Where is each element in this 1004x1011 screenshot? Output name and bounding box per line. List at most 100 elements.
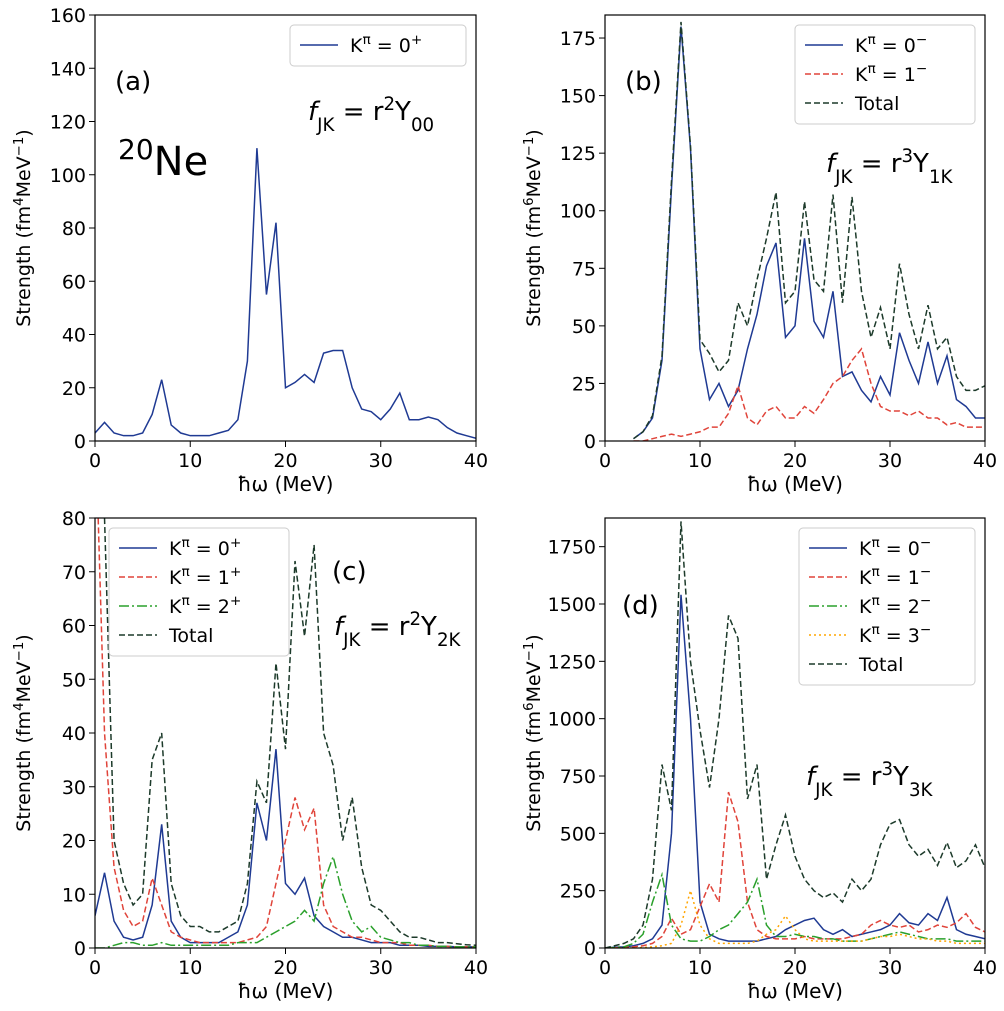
legend-label: Kπ = 3− xyxy=(859,622,931,647)
legend-box xyxy=(798,527,976,686)
y-tick-label: 0 xyxy=(584,431,596,453)
text-segment: Y xyxy=(892,762,909,792)
y-tick-label: 70 xyxy=(62,562,86,584)
text-segment: 6 xyxy=(522,197,537,205)
data-line xyxy=(95,749,476,948)
text-segment: −1 xyxy=(522,642,537,662)
y-tick-label: 175 xyxy=(560,28,596,50)
x-tick-label: 20 xyxy=(273,450,297,472)
data-line xyxy=(95,148,476,440)
x-tick-label: 40 xyxy=(464,450,488,472)
y-tick-label: 1750 xyxy=(548,537,596,559)
text-segment: 1K xyxy=(929,167,954,188)
x-axis-label: ħω (MeV) xyxy=(747,472,843,496)
y-tick-label: 1000 xyxy=(548,709,596,731)
text-segment: = r xyxy=(852,149,901,179)
text-segment: 3 xyxy=(881,759,893,780)
y-tick-label: 160 xyxy=(50,5,86,27)
x-tick-label: 10 xyxy=(688,957,712,979)
y-tick-label: 20 xyxy=(62,831,86,853)
y-tick-label: 1250 xyxy=(548,651,596,673)
x-tick-label: 40 xyxy=(464,957,488,979)
text-segment: = r xyxy=(334,97,383,127)
x-tick-label: 0 xyxy=(89,450,101,472)
text-segment: −1 xyxy=(522,137,537,157)
data-line xyxy=(97,518,476,948)
text-segment: Y xyxy=(420,612,437,642)
text-segment: ) xyxy=(13,634,35,641)
panel-label: (b) xyxy=(625,67,662,97)
y-axis-label: Strength (fm6MeV−1) xyxy=(522,634,546,831)
x-tick-label: 20 xyxy=(783,957,807,979)
text-segment: Strength (fm xyxy=(523,711,545,832)
x-tick-label: 30 xyxy=(878,450,902,472)
nucleus-label: 20Ne xyxy=(118,133,208,186)
text-segment: JK xyxy=(834,167,853,188)
y-tick-label: 80 xyxy=(62,218,86,240)
legend-label: Kπ = 1+ xyxy=(169,564,241,589)
y-tick-label: 120 xyxy=(50,112,86,134)
text-segment: 4 xyxy=(12,197,27,205)
data-line xyxy=(103,518,476,947)
data-line xyxy=(633,347,985,441)
y-axis-label: Strength (fm4MeV−1) xyxy=(12,634,36,831)
x-tick-label: 40 xyxy=(973,450,997,472)
x-axis-label: ħω (MeV) xyxy=(238,472,334,496)
data-line xyxy=(605,594,985,948)
y-tick-label: 40 xyxy=(62,325,86,347)
text-segment: 3 xyxy=(901,146,913,167)
x-tick-label: 40 xyxy=(973,957,997,979)
text-segment: 3K xyxy=(909,780,934,801)
text-segment: Ne xyxy=(154,139,209,185)
x-tick-label: 0 xyxy=(599,450,611,472)
annotation: fJK = r3Y1K xyxy=(826,146,954,188)
y-axis-label: Strength (fm6MeV−1) xyxy=(522,129,546,326)
text-segment: MeV xyxy=(13,156,35,197)
text-segment: 00 xyxy=(411,115,434,136)
legend-label: Total xyxy=(854,93,899,115)
y-axis-label: Strength (fm4MeV−1) xyxy=(12,129,36,326)
text-segment: 6 xyxy=(522,702,537,710)
x-tick-label: 30 xyxy=(369,450,393,472)
y-tick-label: 125 xyxy=(560,143,596,165)
data-line xyxy=(605,791,985,948)
text-segment: ) xyxy=(523,634,545,641)
text-segment: Y xyxy=(394,97,411,127)
legend-box xyxy=(108,527,290,657)
y-tick-label: 30 xyxy=(62,777,86,799)
text-segment: −1 xyxy=(12,642,27,662)
x-tick-label: 10 xyxy=(178,957,202,979)
legend-label: Kπ = 2+ xyxy=(169,593,241,618)
data-line xyxy=(605,521,985,948)
x-tick-label: 10 xyxy=(178,450,202,472)
annotation: fJK = r2Y2K xyxy=(334,609,462,651)
legend-label: Kπ = 0− xyxy=(855,32,927,57)
y-tick-label: 50 xyxy=(62,669,86,691)
text-segment: Strength (fm xyxy=(13,206,35,327)
x-tick-label: 30 xyxy=(878,957,902,979)
y-tick-label: 0 xyxy=(74,431,86,453)
x-tick-label: 30 xyxy=(369,957,393,979)
legend-box xyxy=(289,24,467,67)
legend-label: Kπ = 1− xyxy=(859,564,931,589)
data-line xyxy=(633,21,985,440)
y-tick-label: 10 xyxy=(62,884,86,906)
y-tick-label: 50 xyxy=(572,316,596,338)
annotation: fJK = r3Y3K xyxy=(806,759,934,801)
y-tick-label: 20 xyxy=(62,378,86,400)
y-tick-label: 0 xyxy=(584,938,596,960)
x-tick-label: 10 xyxy=(688,450,712,472)
y-tick-label: 25 xyxy=(572,373,596,395)
legend-label: Total xyxy=(168,625,213,647)
x-tick-label: 0 xyxy=(89,957,101,979)
legend-label: Kπ = 1− xyxy=(855,61,927,86)
text-segment: 2 xyxy=(383,94,395,115)
y-tick-label: 75 xyxy=(572,258,596,280)
x-axis-label: ħω (MeV) xyxy=(238,979,334,1003)
y-tick-label: 0 xyxy=(74,938,86,960)
legend-label: Kπ = 0+ xyxy=(350,32,422,57)
text-segment: MeV xyxy=(523,661,545,702)
text-segment: JK xyxy=(342,630,361,651)
x-axis-label: ħω (MeV) xyxy=(747,979,843,1003)
